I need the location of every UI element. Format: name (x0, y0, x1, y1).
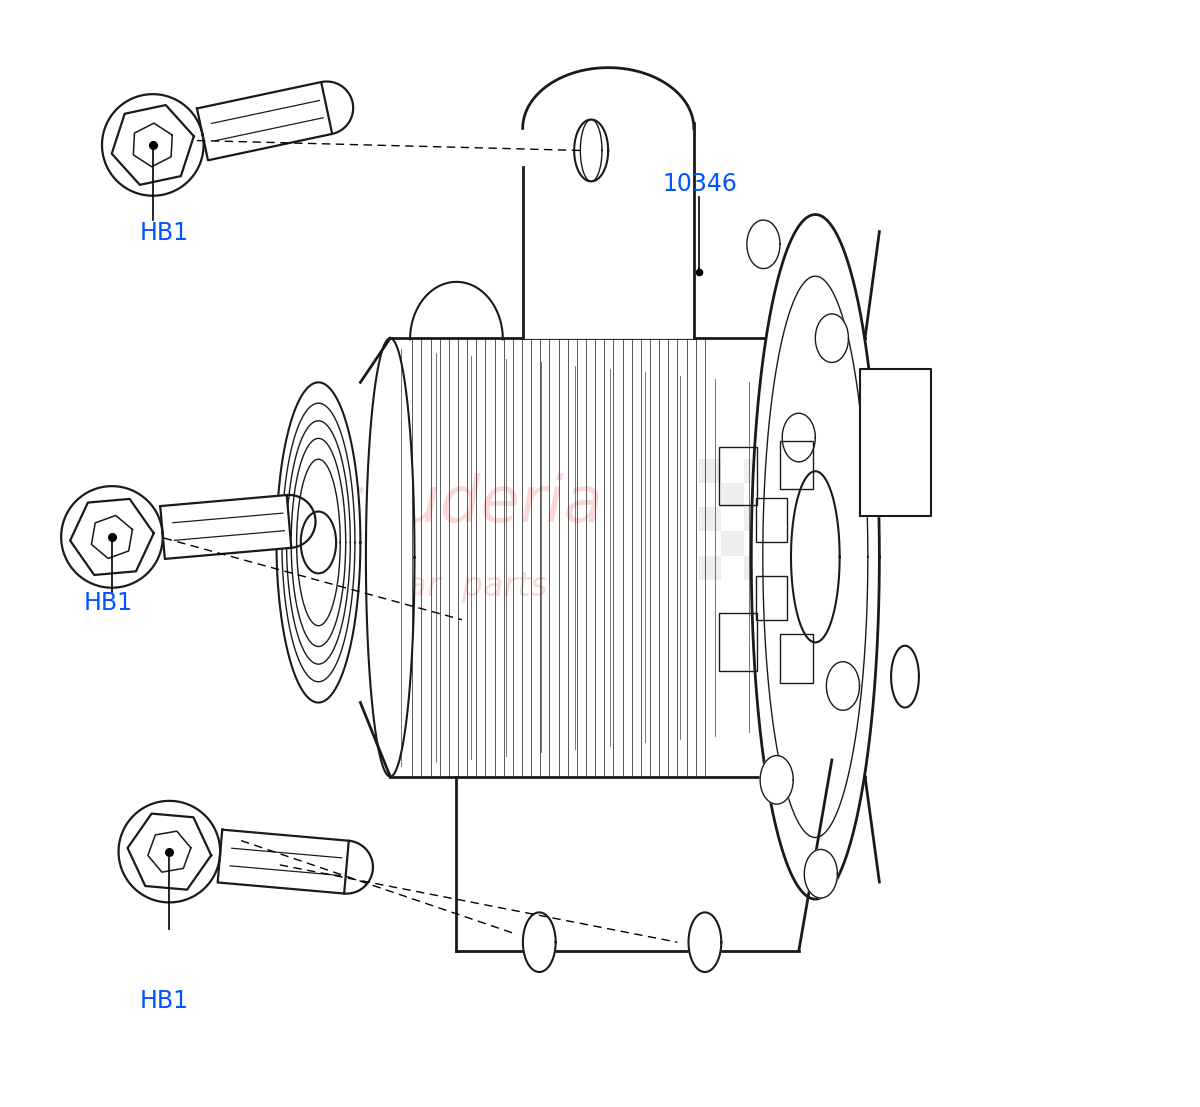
Bar (756, 576, 787, 620)
Polygon shape (815, 314, 848, 362)
Bar (744, 556, 766, 580)
Text: car  parts: car parts (388, 570, 547, 603)
Bar (787, 507, 810, 531)
Polygon shape (282, 403, 355, 682)
Polygon shape (161, 495, 292, 559)
Bar (719, 613, 757, 671)
Polygon shape (61, 486, 163, 588)
Bar (766, 531, 787, 556)
Bar (766, 483, 787, 507)
Polygon shape (366, 338, 414, 776)
Polygon shape (112, 105, 194, 185)
Bar (744, 507, 766, 531)
Polygon shape (760, 756, 793, 804)
Text: HB1: HB1 (139, 221, 188, 246)
Polygon shape (287, 421, 350, 664)
Polygon shape (119, 800, 220, 902)
Polygon shape (70, 499, 154, 575)
Polygon shape (276, 382, 360, 703)
Polygon shape (102, 94, 204, 196)
Polygon shape (746, 220, 780, 269)
Polygon shape (292, 438, 346, 646)
Polygon shape (804, 849, 838, 898)
Polygon shape (751, 215, 880, 899)
Bar (721, 531, 744, 556)
Polygon shape (127, 814, 211, 890)
Bar (780, 441, 814, 489)
Polygon shape (689, 912, 721, 972)
Bar (721, 483, 744, 507)
Bar (787, 556, 810, 580)
Polygon shape (574, 120, 608, 182)
Bar (700, 556, 721, 580)
Polygon shape (782, 413, 815, 462)
Polygon shape (197, 82, 332, 161)
Polygon shape (827, 662, 859, 711)
Bar (756, 498, 787, 542)
Bar (700, 507, 721, 531)
Bar (719, 447, 757, 505)
Bar (700, 458, 721, 483)
Polygon shape (523, 912, 556, 972)
Text: HB1: HB1 (139, 989, 188, 1013)
Polygon shape (296, 459, 341, 625)
Text: 10346: 10346 (662, 172, 737, 196)
Bar (787, 458, 810, 483)
Polygon shape (523, 68, 694, 338)
Text: scuderia: scuderia (331, 473, 604, 535)
Text: HB1: HB1 (84, 591, 133, 615)
Polygon shape (860, 369, 931, 516)
Polygon shape (301, 511, 336, 573)
Bar (744, 458, 766, 483)
Polygon shape (892, 645, 919, 707)
Bar (780, 634, 814, 683)
Polygon shape (456, 761, 832, 951)
Polygon shape (217, 829, 349, 893)
